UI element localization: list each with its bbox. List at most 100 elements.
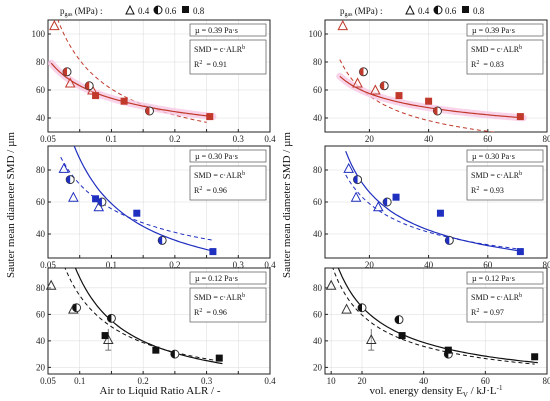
x-tick-label: 40 [424,134,434,144]
fit-curve-solid [73,146,217,253]
legend-title: pgas (MPa) : [60,6,103,18]
fit-box [189,287,267,323]
viscosity-annotation: µ = 0.12 Pa·s [466,271,544,285]
data-point-square [516,113,524,121]
legend-title-main: p [60,6,65,16]
data-point-half-fill [145,107,150,115]
viscosity-box [466,271,544,285]
fit-equation: SMD = c·ALRb [471,45,522,54]
viscosity-box [189,23,267,37]
legend-title-main: p [340,6,345,16]
x-tick-label: 20 [358,376,368,386]
data-point-half-fill [358,303,362,312]
x-tick-label: 40 [424,260,434,270]
r-squared-value: = 0.97 [483,308,504,317]
r-squared-label: R [471,186,477,195]
viscosity-box [466,149,544,163]
fit-curve-dashed [64,268,220,362]
x-tick-label: 0.3 [233,134,245,144]
data-point-square [101,332,109,340]
legend-entry-label: 0.4 [138,6,150,16]
plot-frame [324,267,548,375]
x-axis-label-right-sub: V [463,391,468,399]
data-point-square [152,346,160,354]
viscosity-annotation: µ = 0.39 Pa·s [189,23,267,37]
data-point-triangle [352,77,363,88]
data-point-half-circle [170,349,180,359]
data-point-half-fill [445,236,450,245]
r-squared: R2 = 0.96 [194,308,227,317]
x-tick-label: 0.1 [106,134,117,144]
data-point-half-fill [433,107,438,115]
legend-triangle-marker [405,4,415,15]
legend-title-sub: gas [65,12,74,18]
data-point-half-fill [380,81,385,90]
y-tick-label: 40 [36,336,46,346]
fit-curve-dashed [57,20,207,123]
fit-equation: SMD = c·ALRb [194,45,245,54]
viscosity-label: µ = 0.39 Pa·s [195,26,238,35]
viscosity-label: µ = 0.12 Pa·s [472,274,515,283]
y-tick-label: 20 [313,362,323,372]
r-squared-label: R [194,186,200,195]
chart-panel-left-top: 0.05 0.1 0.2 0.3 0.4 40 60 80 100 µ = 0.39 Pa·s SM… [32,19,276,144]
data-point-half-circle [394,315,404,325]
data-point-triangle [68,191,79,202]
x-tick-label: 0.2 [138,376,149,386]
fit-curve-solid [345,150,524,252]
x-axis-label-right-sup: -1 [497,384,503,392]
x-tick-label: 0.05 [40,134,56,144]
x-axis-label-right: vol. energy density EV / kJ·L-1 [370,384,503,399]
y-tick-label: 100 [309,29,323,39]
data-point-half-circle [379,81,389,91]
r-squared: R2 = 0.96 [194,186,227,195]
y-tick-label: 20 [36,362,46,372]
legend-title-sub: gas [345,12,354,18]
data-point-triangle [343,162,355,173]
fit-equation-exponent: b [242,293,245,299]
x-axis-label-left: Air to Liquid Ratio ALR / - [100,385,221,397]
x-tick-label: 80 [543,376,550,386]
legend-entry-label: 0.6 [165,6,177,16]
x-tick-label: 0.4 [264,134,276,144]
r-squared-label: R [194,60,200,69]
y-axis-label-left: Sauter mean diameter SMD / µm [5,132,17,278]
data-point-half-circle [144,106,154,116]
r-squared-value: = 0.91 [206,60,227,69]
data-point-half-circle [72,303,82,313]
y-tick-label: 40 [313,113,323,123]
data-point-half-circle [84,81,94,91]
r-squared: R2 = 0.93 [471,186,504,195]
x-tick-label: 80 [543,260,550,270]
viscosity-annotation: µ = 0.12 Pa·s [189,271,267,285]
data-point-half-circle [65,175,75,185]
data-point-square [425,97,433,105]
r-squared-sup: 2 [476,60,479,66]
x-tick-label: 60 [483,134,493,144]
y-tick-label: 80 [36,165,46,175]
fit-annotation: SMD = c·ALRb R2 = 0.93 [466,165,544,201]
fit-curve-dashed [60,156,213,241]
data-point-half-circle [97,197,107,207]
x-tick-label: 0.4 [264,260,276,270]
viscosity-label: µ = 0.39 Pa·s [472,26,515,35]
r-squared-value: = 0.96 [206,308,227,317]
x-tick-label: 0.1 [74,376,85,386]
y-tick-label: 40 [36,113,46,123]
data-point-square [209,248,217,256]
chart-panel-left-middle: 0.05 0.1 0.2 0.3 0.4 40 60 80 µ = 0.30 Pa·s SMD =… [36,145,276,270]
data-point-square [444,346,452,354]
fit-curves [48,20,217,123]
data-point-half-fill [353,175,358,184]
viscosity-box [466,23,544,37]
fit-annotation: SMD = c·ALRb R2 = 0.83 [466,39,544,75]
y-tick-label: 60 [313,85,323,95]
fit-equation-main: SMD = c·ALR [194,293,243,302]
y-tick-label: 60 [36,197,46,207]
x-axis-label-right-main: vol. energy density E [370,385,464,397]
viscosity-label: µ = 0.30 Pa·s [195,152,238,161]
viscosity-box [189,271,267,285]
x-tick-label: 0.2 [169,134,180,144]
data-point-half-fill [359,67,364,76]
data-point-half-circle [357,303,367,313]
